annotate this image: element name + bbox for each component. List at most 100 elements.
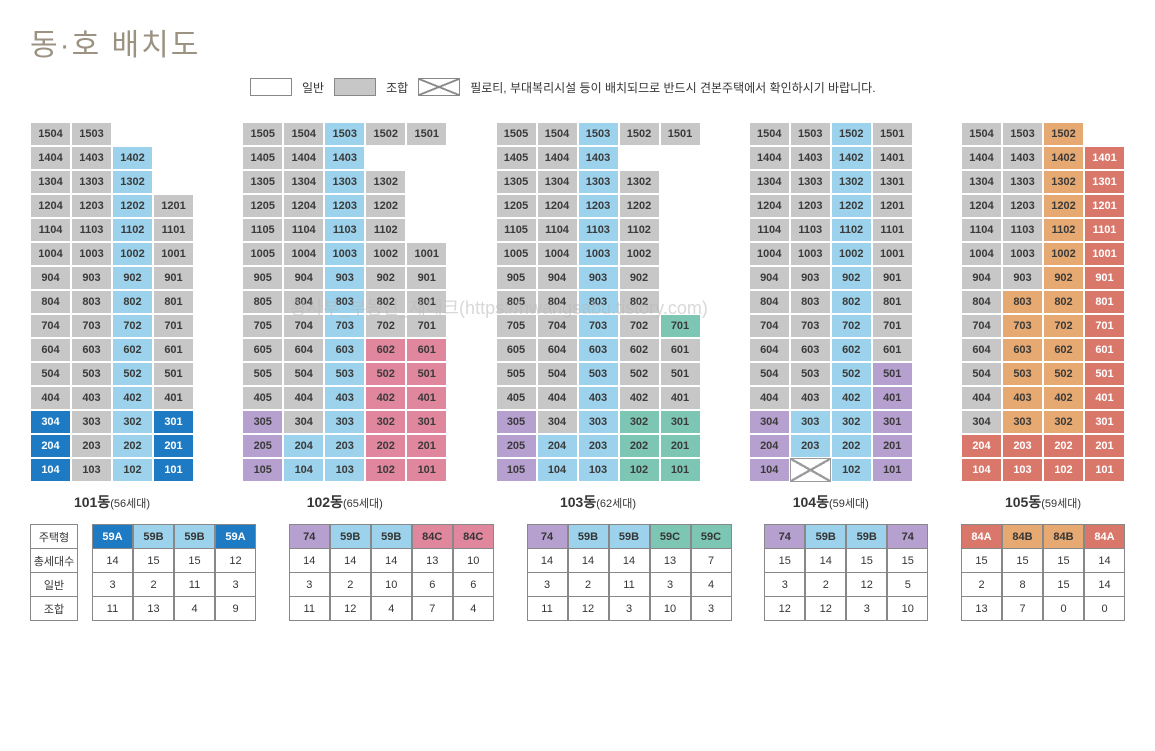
unit-cell: 1302 bbox=[365, 170, 406, 194]
summary-value-cell: 14 bbox=[609, 548, 650, 573]
unit-cell: 201 bbox=[1084, 434, 1125, 458]
summary-value-cell: 12 bbox=[215, 548, 256, 573]
summary-type-cell: 59C bbox=[650, 524, 691, 549]
summary-value-cell: 4 bbox=[691, 572, 732, 597]
building-105동: 1504150315021404140314021401130413031302… bbox=[961, 122, 1125, 512]
unit-cell: 104 bbox=[961, 458, 1002, 482]
unit-cell: 503 bbox=[324, 362, 365, 386]
legend-swatch-general bbox=[250, 78, 292, 96]
summary-value-cell: 15 bbox=[1043, 548, 1084, 573]
unit-cell: 102 bbox=[365, 458, 406, 482]
summary-value-cell: 2 bbox=[133, 572, 174, 597]
unit-cell: 503 bbox=[1002, 362, 1043, 386]
unit-cell: 805 bbox=[496, 290, 537, 314]
unit-cell: 404 bbox=[749, 386, 790, 410]
summary-value-cell: 11 bbox=[289, 596, 330, 621]
summary-value-cell: 14 bbox=[805, 548, 846, 573]
unit-cell: 403 bbox=[578, 386, 619, 410]
summary-type-cell: 84B bbox=[1002, 524, 1043, 549]
unit-cell: 205 bbox=[496, 434, 537, 458]
unit-cell: 1504 bbox=[30, 122, 71, 146]
unit-cell: 1403 bbox=[324, 146, 365, 170]
summary-value-cell: 3 bbox=[215, 572, 256, 597]
unit-cell: 601 bbox=[153, 338, 194, 362]
summary-value-cell: 2 bbox=[805, 572, 846, 597]
unit-cell: 704 bbox=[749, 314, 790, 338]
summary-type-cell: 84A bbox=[961, 524, 1002, 549]
legend: 일반 조합 필로티, 부대복리시설 등이 배치되므로 반드시 견본주택에서 확인… bbox=[30, 78, 1125, 96]
summary-type-cell: 74 bbox=[289, 524, 330, 549]
unit-cell: 1304 bbox=[537, 170, 578, 194]
unit-cell: 1402 bbox=[112, 146, 153, 170]
unit-cell: 705 bbox=[242, 314, 283, 338]
unit-cell: 1301 bbox=[1084, 170, 1125, 194]
unit-cell: 103 bbox=[1002, 458, 1043, 482]
unit-cell: 904 bbox=[537, 266, 578, 290]
unit-cell: 304 bbox=[749, 410, 790, 434]
building-102동: 1505150415031502150114051404140313051304… bbox=[242, 122, 447, 512]
unit-cell: 502 bbox=[831, 362, 872, 386]
summary-value-cell: 14 bbox=[289, 548, 330, 573]
summary-type-cell: 84C bbox=[453, 524, 494, 549]
summary-value-cell: 2 bbox=[568, 572, 609, 597]
unit-cell: 804 bbox=[283, 290, 324, 314]
unit-cell: 405 bbox=[242, 386, 283, 410]
unit-piloti bbox=[790, 458, 831, 482]
unit-cell: 703 bbox=[578, 314, 619, 338]
unit-cell: 105 bbox=[242, 458, 283, 482]
unit-cell: 102 bbox=[112, 458, 153, 482]
summary-value-cell: 2 bbox=[961, 572, 1002, 597]
unit-cell: 1502 bbox=[619, 122, 660, 146]
unit-cell: 903 bbox=[578, 266, 619, 290]
unit-cell: 1504 bbox=[283, 122, 324, 146]
unit-cell: 604 bbox=[283, 338, 324, 362]
unit-cell: 1403 bbox=[578, 146, 619, 170]
unit-cell: 1305 bbox=[242, 170, 283, 194]
unit-cell: 802 bbox=[112, 290, 153, 314]
unit-cell: 501 bbox=[872, 362, 913, 386]
unit-cell: 1002 bbox=[112, 242, 153, 266]
unit-cell: 1304 bbox=[961, 170, 1002, 194]
unit-cell: 201 bbox=[406, 434, 447, 458]
unit-cell: 302 bbox=[831, 410, 872, 434]
unit-cell: 1004 bbox=[283, 242, 324, 266]
building-grid: 1505150415031502150114051404140313051304… bbox=[242, 122, 447, 482]
unit-cell: 104 bbox=[283, 458, 324, 482]
unit-cell: 1002 bbox=[619, 242, 660, 266]
unit-cell: 301 bbox=[153, 410, 194, 434]
unit-cell: 1102 bbox=[831, 218, 872, 242]
unit-cell: 203 bbox=[578, 434, 619, 458]
unit-cell: 104 bbox=[749, 458, 790, 482]
summary-value-cell: 12 bbox=[568, 596, 609, 621]
unit-cell: 1304 bbox=[30, 170, 71, 194]
unit-cell: 1004 bbox=[961, 242, 1002, 266]
unit-cell: 1101 bbox=[1084, 218, 1125, 242]
unit-cell: 502 bbox=[1043, 362, 1084, 386]
unit-cell: 1203 bbox=[1002, 194, 1043, 218]
unit-cell: 1503 bbox=[324, 122, 365, 146]
unit-cell: 402 bbox=[112, 386, 153, 410]
building-caption: 102동(65세대) bbox=[307, 492, 383, 512]
unit-cell: 903 bbox=[324, 266, 365, 290]
unit-cell: 403 bbox=[324, 386, 365, 410]
unit-cell: 403 bbox=[790, 386, 831, 410]
unit-cell: 1103 bbox=[71, 218, 112, 242]
unit-cell: 1204 bbox=[283, 194, 324, 218]
unit-cell: 402 bbox=[831, 386, 872, 410]
unit-cell: 401 bbox=[1084, 386, 1125, 410]
unit-cell: 1001 bbox=[1084, 242, 1125, 266]
unit-cell: 1102 bbox=[1043, 218, 1084, 242]
summary-row: 주택형총세대수일반조합 59A59B59B59A1415151232113111… bbox=[30, 524, 1125, 620]
unit-cell: 301 bbox=[872, 410, 913, 434]
summary-value-cell: 15 bbox=[1002, 548, 1043, 573]
summary-value-cell: 11 bbox=[609, 572, 650, 597]
unit-cell: 702 bbox=[831, 314, 872, 338]
unit-cell: 201 bbox=[872, 434, 913, 458]
unit-cell: 401 bbox=[872, 386, 913, 410]
unit-cell: 1202 bbox=[619, 194, 660, 218]
unit-cell: 204 bbox=[749, 434, 790, 458]
unit-cell: 302 bbox=[365, 410, 406, 434]
summary-value-cell: 11 bbox=[174, 572, 215, 597]
unit-cell: 604 bbox=[30, 338, 71, 362]
summary-value-cell: 14 bbox=[330, 548, 371, 573]
